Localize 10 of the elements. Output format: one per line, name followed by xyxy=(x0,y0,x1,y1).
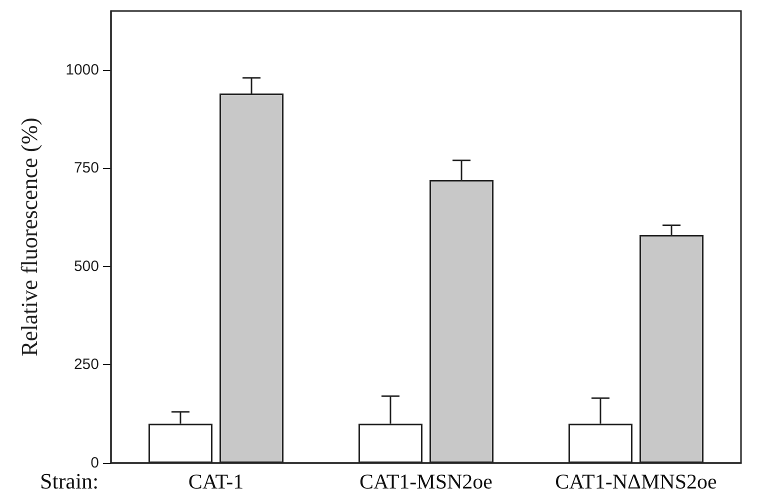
x-tick-label: CAT-1 xyxy=(188,470,244,494)
y-tick-label: 250 xyxy=(74,356,99,374)
x-tick-label: CAT1-MSN2oe xyxy=(359,470,493,494)
x-axis-title: Strain: xyxy=(40,468,99,494)
y-tick-label: 1000 xyxy=(66,61,99,78)
y-axis-title: Relative fluorescence (%) xyxy=(17,118,42,356)
y-tick-label: 750 xyxy=(74,160,99,177)
y-tick-label: 500 xyxy=(74,258,99,275)
y-tick-label: 0 xyxy=(90,454,99,472)
x-tick-label: CAT1-NΔMNS2oe xyxy=(555,470,717,494)
